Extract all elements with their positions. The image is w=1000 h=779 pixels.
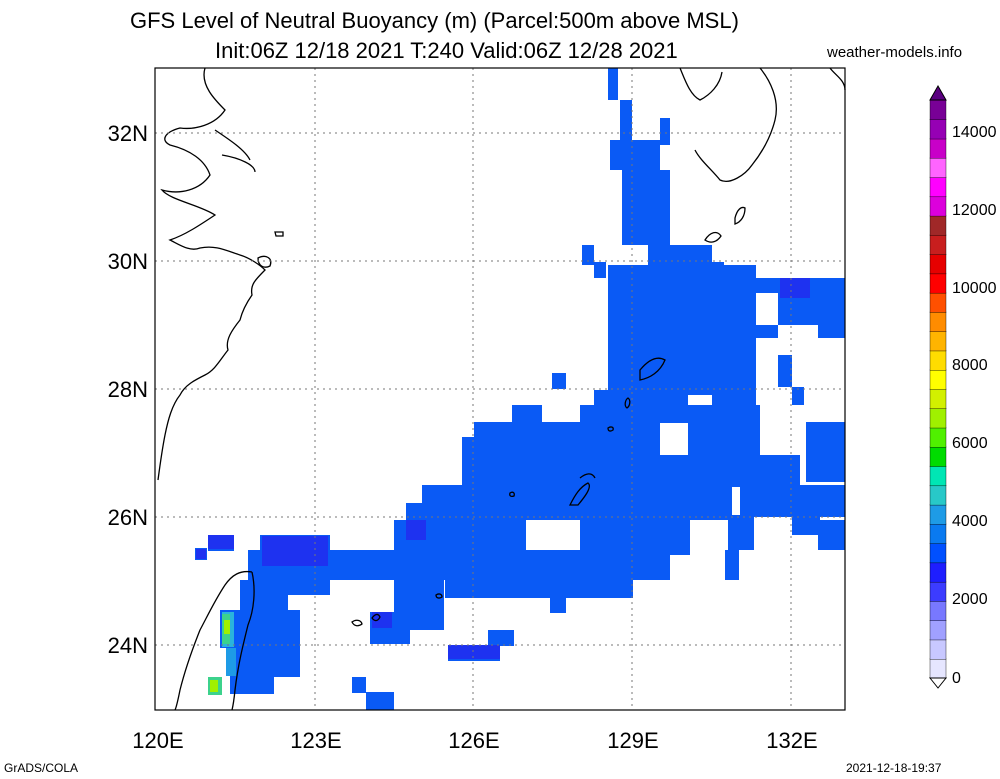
colorbar-segment [929,253,947,275]
lon-label: 132E [766,728,817,753]
lat-label: 32N [108,121,148,146]
lon-axis: 120E 123E 126E 129E 132E [132,728,817,753]
map-plot-area [154,67,846,711]
colorbar-segment [929,485,947,506]
lat-label: 30N [108,249,148,274]
coastlines [157,67,846,711]
colorbar-label: 2000 [952,591,988,608]
colorbar-segment [929,427,947,448]
deep-blue-patches [196,278,810,659]
colorbar [928,84,948,689]
colorbar-segment [929,196,947,217]
colorbar-label: 0 [952,670,961,687]
colorbar-segment [929,658,947,679]
neutral-buoyancy-field [195,68,845,710]
credit-text: weather-models.info [827,44,963,61]
lon-label: 123E [290,728,341,753]
colorbar-segment [929,639,947,660]
colorbar-segment [929,465,947,487]
colorbar-segment [929,562,947,583]
colorbar-segment [929,99,947,120]
colorbar-segment [929,215,947,236]
colorbar-segment [929,157,947,178]
colorbar-max-arrow [929,84,947,101]
high-value-patch [208,612,236,695]
lon-label: 126E [448,728,499,753]
title-line-1: GFS Level of Neutral Buoyancy (m) (Parce… [130,8,739,33]
colorbar-min-arrow [928,677,948,689]
title-line-2: Init:06Z 12/18 2021 T:240 Valid:06Z 12/2… [215,38,678,63]
colorbar-segment [929,600,947,621]
colorbar-segment [929,388,947,409]
lat-label: 28N [108,377,148,402]
colorbar-labels: 14000 12000 10000 8000 6000 4000 2000 0 [952,124,997,687]
colorbar-label: 12000 [952,202,997,219]
colorbar-segment [929,176,947,198]
colorbar-segment [929,234,947,255]
colorbar-segment [929,542,947,564]
colorbar-label: 8000 [952,357,988,374]
colorbar-segment [929,581,947,602]
lon-label: 129E [607,728,658,753]
colorbar-segment [929,138,947,159]
colorbar-segment [929,523,947,544]
colorbar-segment [929,446,947,467]
colorbar-segment [929,331,947,352]
colorbar-segment [929,119,947,140]
lon-label: 120E [132,728,183,753]
grads-credit: GrADS/COLA [4,761,79,775]
colorbar-segment [929,369,947,390]
lat-axis: 32N 30N 28N 26N 24N [108,121,148,658]
timestamp: 2021-12-18-19:37 [846,761,942,775]
colorbar-label: 10000 [952,280,997,297]
colorbar-label: 4000 [952,513,988,530]
graticule [155,68,845,710]
colorbar-segment [929,311,947,332]
colorbar-label: 14000 [952,124,997,141]
colorbar-segment [929,273,947,294]
colorbar-segment [929,408,947,429]
lat-label: 26N [108,505,148,530]
lat-label: 24N [108,633,148,658]
map-frame [154,67,846,711]
colorbar-segment [929,350,947,371]
colorbar-segment [929,292,947,313]
colorbar-segment [929,504,947,525]
colorbar-segment [929,620,947,641]
colorbar-label: 6000 [952,435,988,452]
